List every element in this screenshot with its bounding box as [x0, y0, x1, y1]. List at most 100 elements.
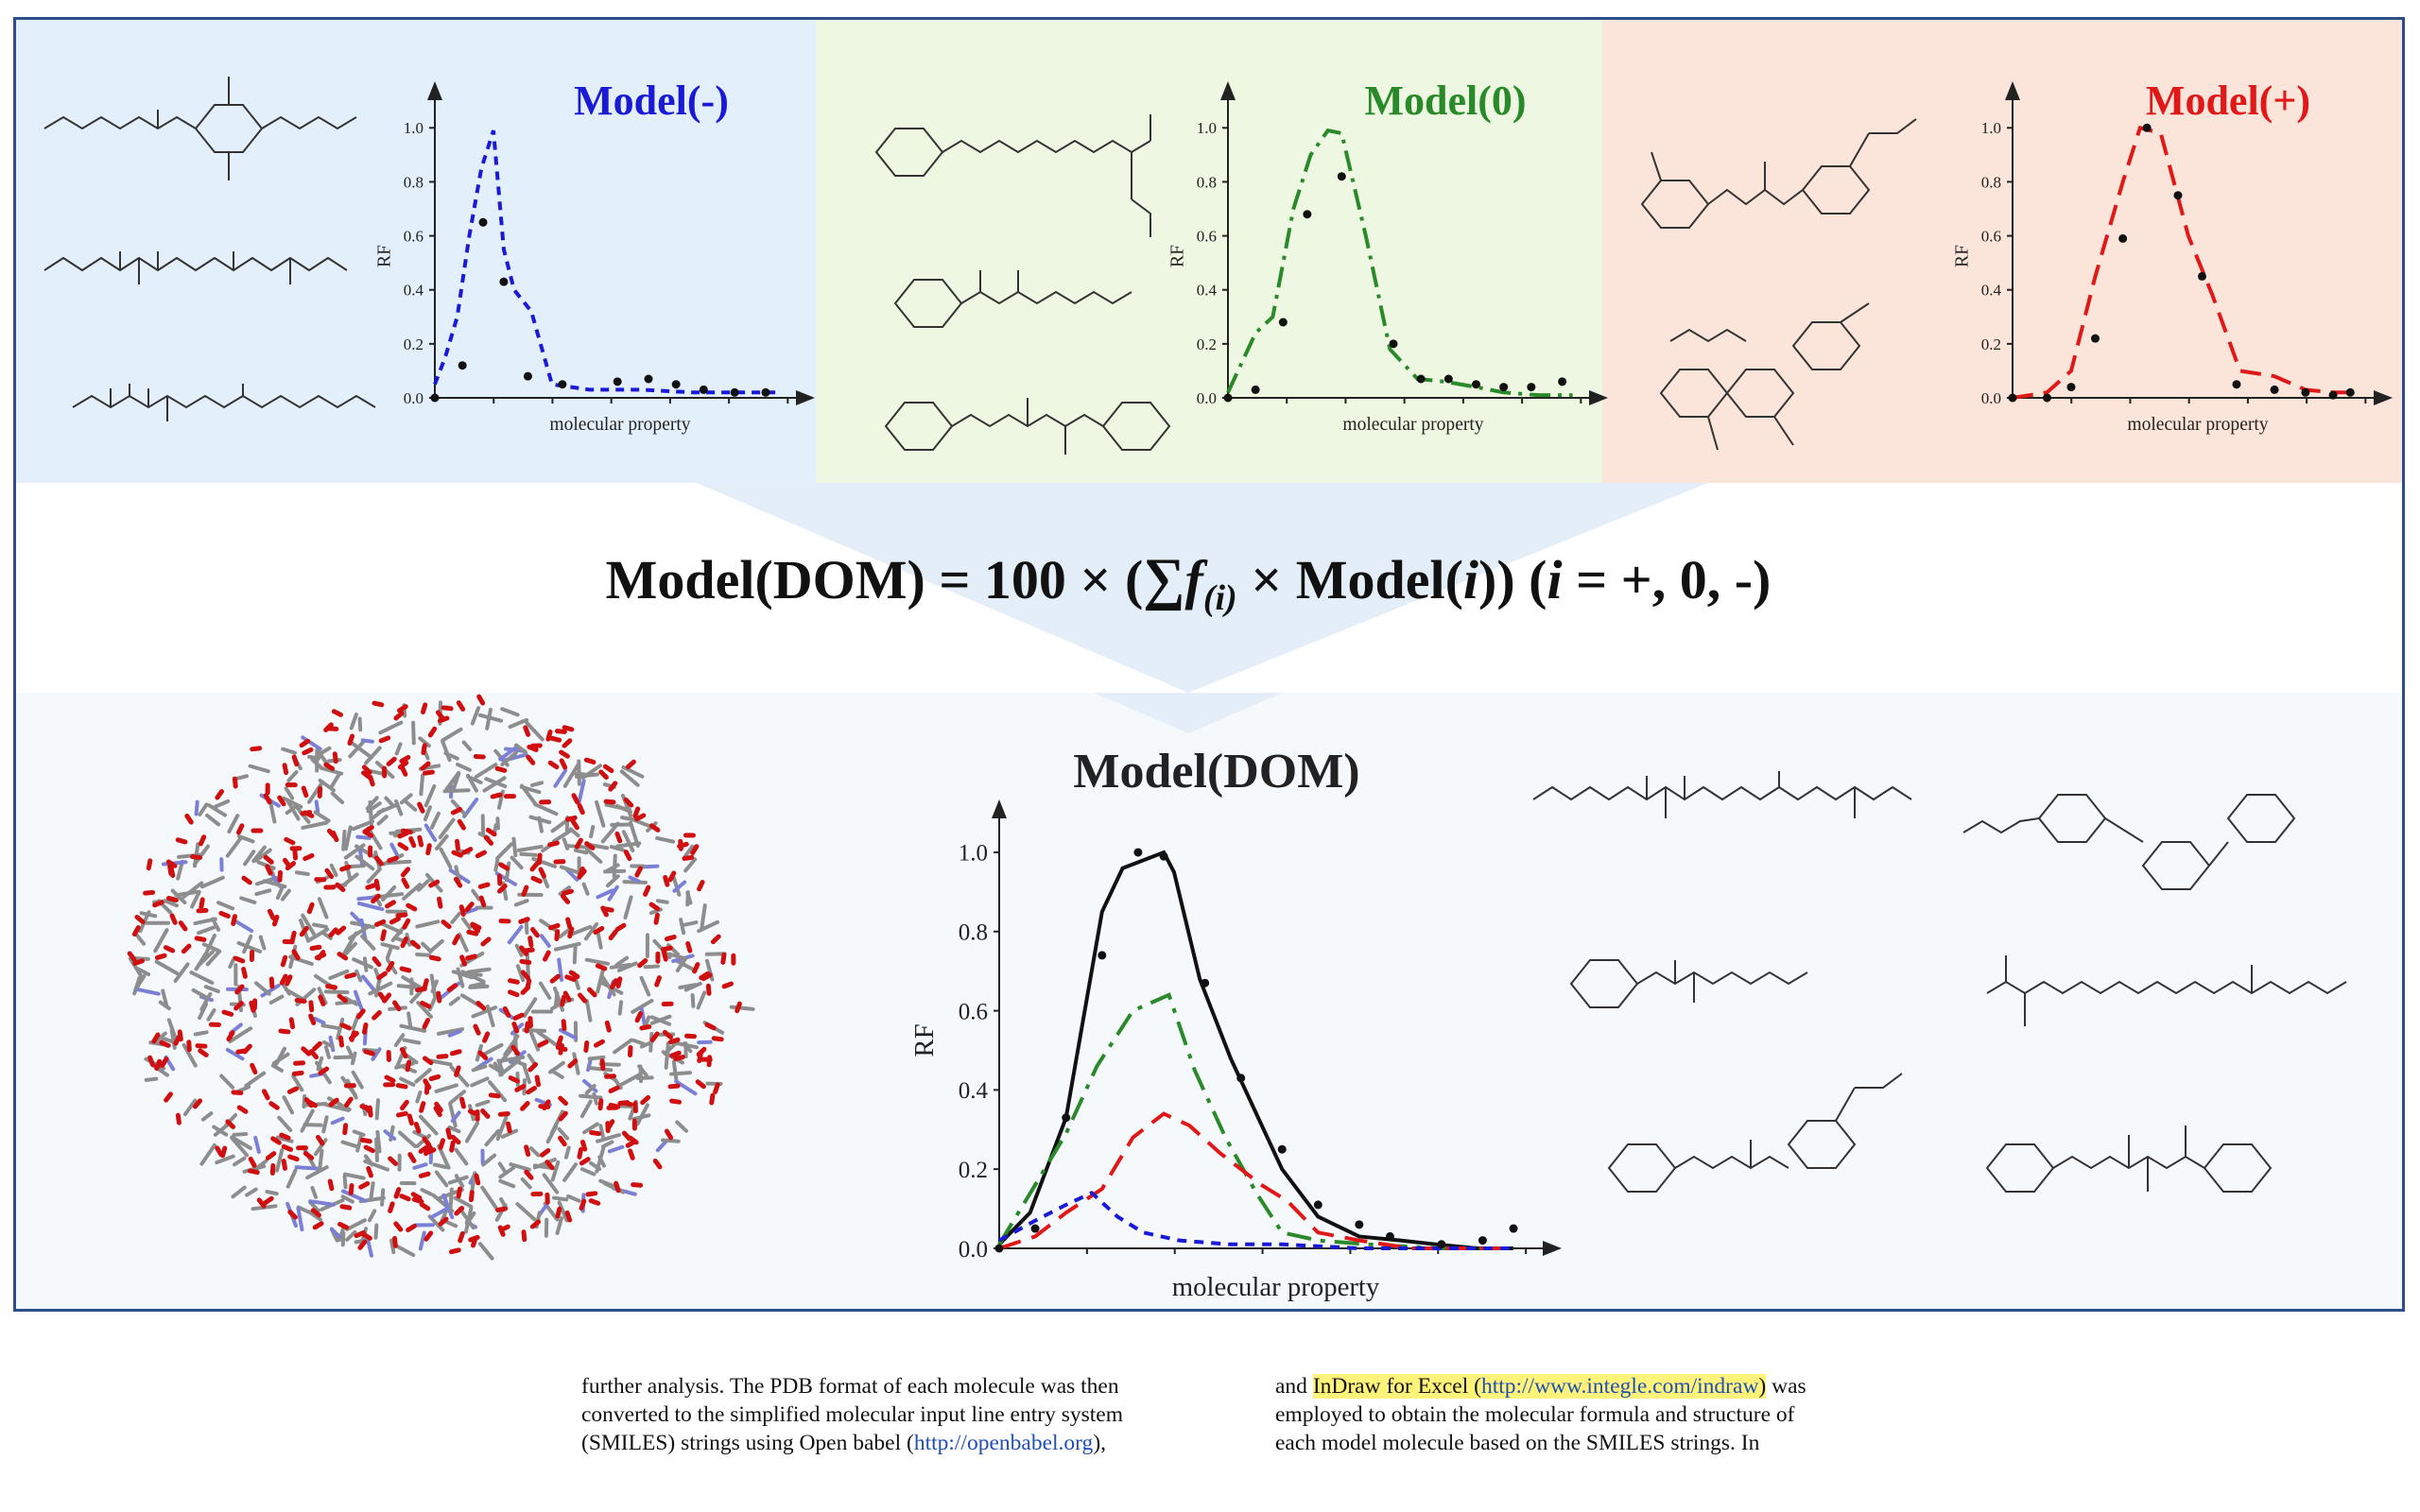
data-point	[1389, 339, 1398, 349]
oxygen-atom	[143, 889, 156, 896]
oxygen-atom	[547, 840, 560, 848]
oxygen-atom	[660, 945, 673, 953]
oxygen-atom	[339, 1204, 353, 1211]
oxygen-atom	[175, 837, 188, 845]
bond	[248, 764, 270, 774]
bond	[609, 962, 631, 970]
bond	[438, 817, 456, 840]
oxygen-atom	[511, 1022, 520, 1034]
oxygen-atom	[449, 1049, 462, 1057]
bond	[365, 1235, 373, 1258]
oxygen-atom	[549, 973, 561, 984]
oxygen-atom	[593, 925, 605, 936]
oxygen-atom	[669, 1050, 682, 1058]
oxygen-atom	[601, 906, 614, 913]
bond	[374, 1137, 379, 1162]
oxygen-atom	[372, 1010, 382, 1021]
oxygen-atom	[648, 823, 661, 833]
bond	[683, 981, 702, 992]
y-tick-label: 0.0	[1981, 389, 2001, 407]
bond	[270, 1063, 284, 1073]
oxygen-atom	[399, 765, 408, 777]
oxygen-atom	[292, 848, 299, 861]
oxygen-atom	[400, 867, 411, 878]
bond	[669, 1071, 693, 1076]
oxygen-atom	[667, 870, 677, 883]
bond	[442, 788, 471, 794]
oxygen-atom	[527, 936, 534, 949]
bond	[243, 850, 256, 867]
oxygen-atom	[422, 1136, 432, 1147]
bond	[182, 881, 204, 899]
oxygen-atom	[710, 934, 721, 945]
formula-text: Model(DOM) = 100 × (∑f(i) × Model(i)) (i…	[606, 547, 1772, 618]
oxygen-atom	[248, 1156, 257, 1168]
bond	[621, 765, 645, 779]
bond	[366, 801, 382, 814]
oxygen-atom	[697, 880, 705, 892]
oxygen-atom	[627, 1044, 633, 1057]
bond	[354, 969, 363, 983]
caption-right-line-3: each model molecule based on the SMILES …	[1275, 1431, 1760, 1455]
bond	[328, 969, 350, 980]
oxygen-atom	[700, 972, 713, 982]
bond	[366, 826, 383, 850]
oxygen-atom	[291, 1070, 304, 1076]
openbabel-link[interactable]: http://openbabel.org	[913, 1431, 1094, 1455]
caption-left-line-1: further analysis. The PDB format of each…	[581, 1374, 1119, 1399]
oxygen-atom	[270, 1136, 282, 1145]
oxygen-atom	[564, 815, 578, 822]
data-point	[613, 377, 622, 387]
oxygen-atom	[384, 1074, 396, 1084]
oxygen-atom	[337, 1221, 350, 1230]
oxygen-atom	[510, 1044, 521, 1057]
bond	[604, 863, 620, 874]
oxygen-atom	[634, 1011, 643, 1023]
bond	[368, 981, 393, 996]
bond	[500, 1128, 519, 1139]
bond	[696, 990, 707, 1010]
data-point	[644, 374, 653, 384]
bond	[675, 958, 697, 972]
chart-model-zero: 0.0 0.2 0.4 0.6 0.8 1.0 RF molecular property Mo…	[1167, 77, 1608, 435]
bond	[424, 823, 438, 842]
bond	[357, 716, 363, 732]
bond	[361, 974, 376, 992]
bond	[567, 844, 594, 850]
bond	[573, 848, 589, 855]
oxygen-atom	[302, 1151, 315, 1160]
oxygen-atom	[465, 954, 477, 961]
oxygen-atom	[634, 813, 647, 822]
oxygen-atom	[482, 1031, 491, 1043]
oxygen-atom	[233, 1000, 244, 1011]
bond	[577, 779, 586, 806]
bond	[285, 1168, 298, 1189]
bond	[340, 1140, 360, 1149]
oxygen-atom	[194, 936, 207, 942]
bond	[371, 1047, 382, 1061]
oxygen-atom	[400, 1099, 409, 1111]
data-point	[558, 380, 567, 389]
data-point	[1133, 848, 1143, 857]
indraw-link[interactable]: http://www.integle.com/indraw	[1480, 1374, 1759, 1399]
bond	[586, 1058, 593, 1073]
bond	[215, 1154, 235, 1165]
oxygen-atom	[263, 793, 272, 805]
oxygen-atom	[669, 1098, 683, 1105]
bond	[301, 735, 322, 751]
caption-right-line-2: employed to obtain the molecular formula…	[1275, 1402, 1795, 1427]
data-point	[430, 393, 440, 403]
bond	[628, 875, 641, 884]
oxygen-atom	[654, 975, 662, 988]
oxygen-atom	[577, 802, 585, 816]
oxygen-atom	[344, 971, 357, 979]
bond	[354, 854, 375, 871]
bond	[355, 834, 372, 840]
oxygen-atom	[357, 1239, 368, 1250]
oxygen-atom	[433, 1106, 442, 1118]
bond	[155, 1031, 167, 1042]
oxygen-atom	[473, 753, 486, 760]
oxygen-atom	[621, 1130, 632, 1142]
bond	[202, 933, 216, 960]
bond	[450, 911, 461, 924]
